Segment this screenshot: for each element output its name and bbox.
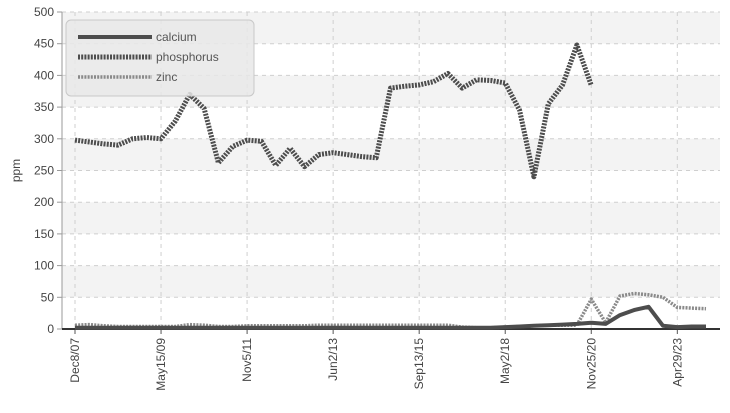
y-tick-label: 250: [34, 164, 54, 178]
y-tick-label: 100: [34, 259, 54, 273]
x-axis-ticks: Dec8/07 May15/09 Nov5/11 Jun2/13 Sep13/15 May…: [68, 329, 684, 391]
grid-band: [62, 265, 720, 298]
y-tick-label: 0: [47, 322, 54, 336]
grid-band: [62, 138, 720, 171]
y-tick-label: 150: [34, 227, 54, 241]
legend-label-phosphorus: phosphorus: [156, 50, 219, 64]
y-tick-label: 400: [34, 68, 54, 82]
chart-series: [74, 42, 707, 330]
x-tick-label: Nov5/11: [240, 338, 254, 382]
y-tick-label: 350: [34, 100, 54, 114]
y-tick-label: 450: [34, 37, 54, 51]
y-tick-label: 300: [34, 132, 54, 146]
x-tick-label: Dec8/07: [68, 338, 82, 383]
x-tick-label: Nov25/20: [584, 338, 598, 390]
legend-label-zinc: zinc: [156, 70, 177, 84]
grid-band: [62, 202, 720, 234]
y-axis-title: ppm: [9, 159, 23, 182]
y-tick-label: 50: [41, 290, 55, 304]
series-line-phosphorus: [74, 42, 594, 180]
x-tick-label: Sep13/15: [412, 338, 426, 390]
series-line-calcium: [75, 304, 706, 330]
y-axis-ticks: 0 50 100 150 200 250 300 350 400 450 500: [34, 5, 62, 336]
chart-legend: calcium phosphorus zinc: [65, 19, 255, 97]
y-tick-label: 200: [34, 195, 54, 209]
series-line-zinc: [74, 291, 707, 330]
legend-label-calcium: calcium: [156, 30, 197, 44]
x-tick-label: Apr29/23: [670, 338, 684, 387]
chart-grid: [62, 11, 720, 329]
x-tick-label: May15/09: [154, 338, 168, 391]
x-tick-label: Jun2/13: [326, 338, 340, 381]
y-tick-label: 500: [34, 5, 54, 19]
x-tick-label: May2/18: [498, 338, 512, 384]
